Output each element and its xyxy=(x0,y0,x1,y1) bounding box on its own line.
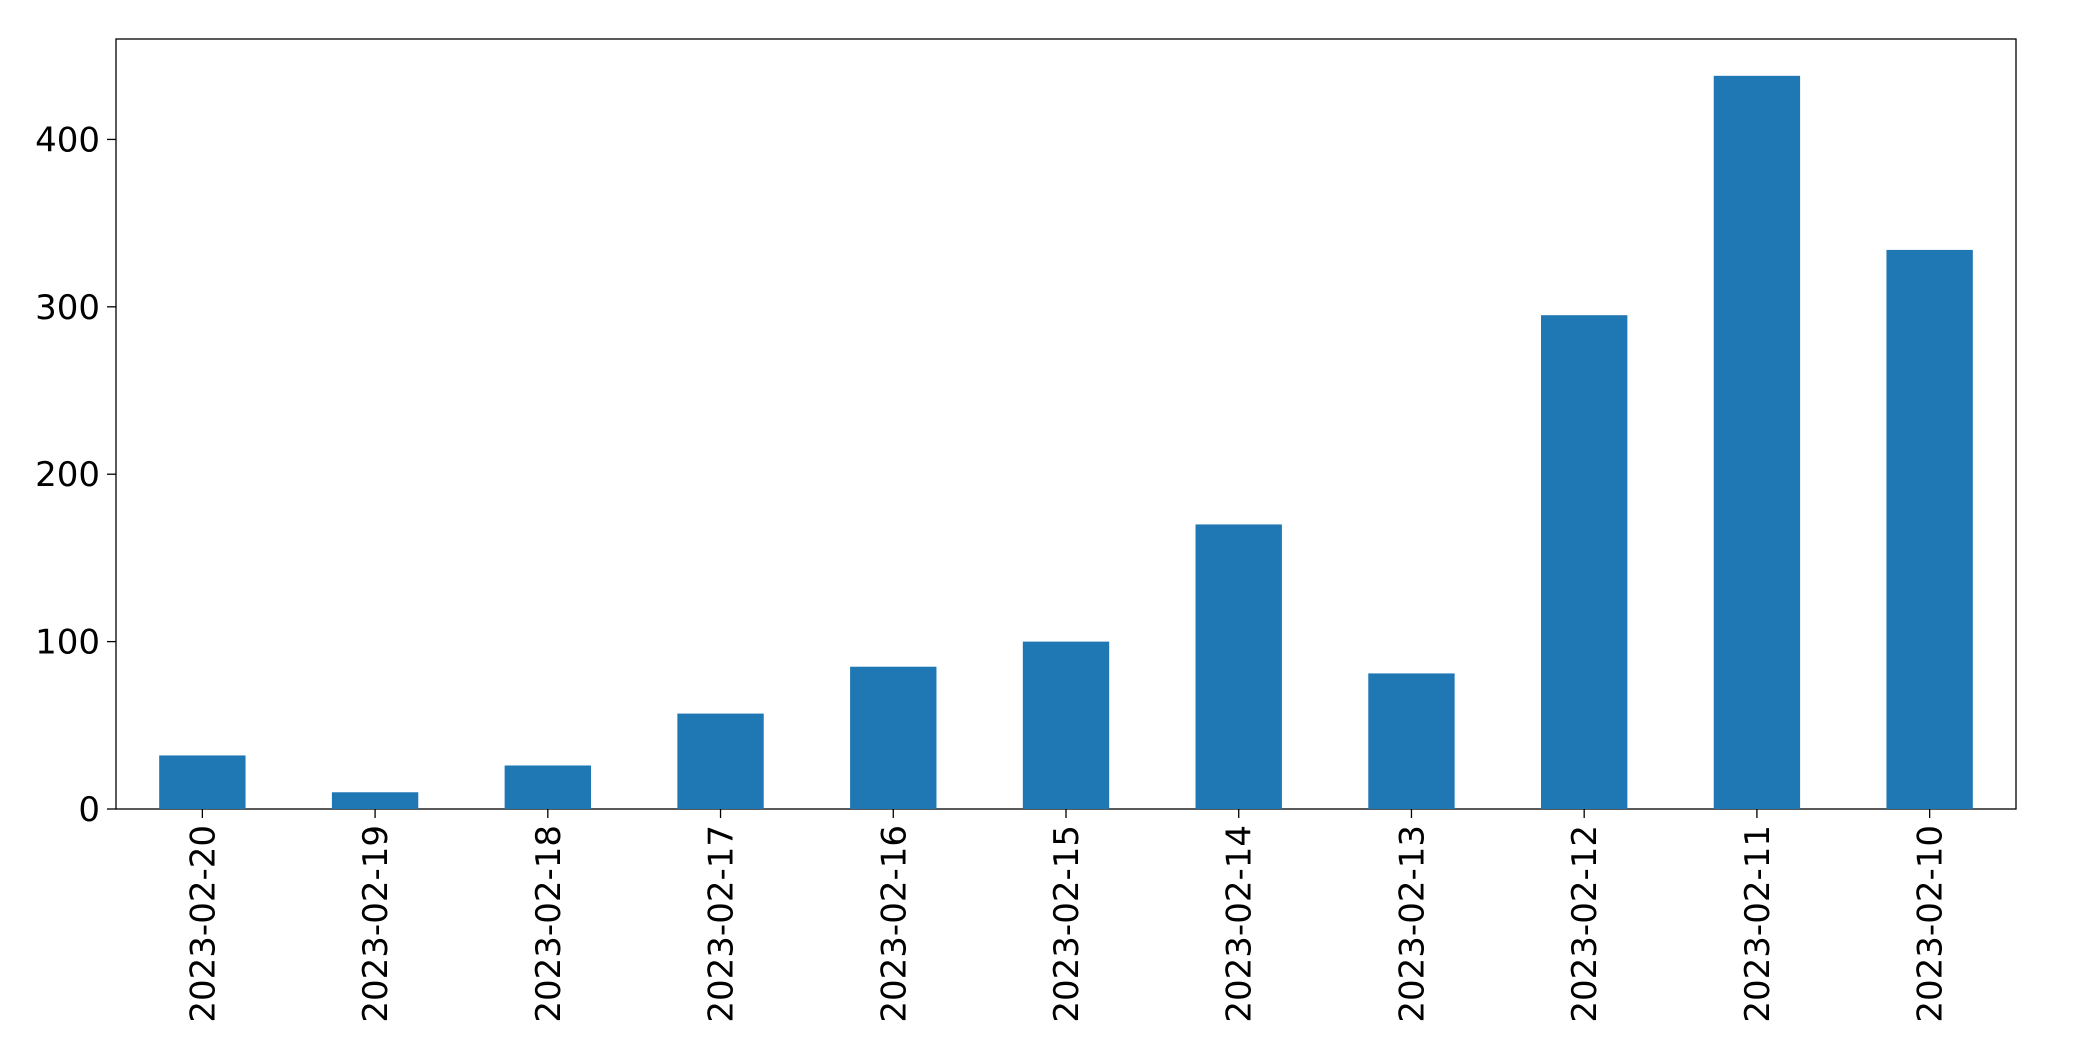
x-tick-label: 2023-02-20 xyxy=(183,825,223,1023)
bar xyxy=(1022,641,1110,809)
bar xyxy=(850,666,937,809)
bar xyxy=(331,792,419,809)
y-tick-label: 200 xyxy=(35,455,100,495)
bar xyxy=(677,713,764,809)
x-tick-label: 2023-02-11 xyxy=(1738,825,1778,1023)
x-tick-label: 2023-02-19 xyxy=(356,825,396,1023)
x-tick-label: 2023-02-17 xyxy=(702,825,742,1023)
x-tick-label: 2023-02-12 xyxy=(1565,825,1605,1023)
bar xyxy=(1886,249,1973,810)
y-tick-label: 100 xyxy=(35,623,100,663)
y-tick-label: 300 xyxy=(35,288,100,328)
x-tick-label: 2023-02-18 xyxy=(529,825,569,1023)
bar xyxy=(1368,673,1455,809)
x-tick-label: 2023-02-16 xyxy=(874,825,914,1023)
bar xyxy=(159,755,246,809)
y-tick-label: 0 xyxy=(78,790,100,830)
bar xyxy=(504,765,591,809)
y-tick-label: 400 xyxy=(35,120,100,160)
x-tick-label: 2023-02-15 xyxy=(1047,825,1087,1023)
bar xyxy=(1541,315,1628,809)
x-tick-label: 2023-02-13 xyxy=(1392,825,1432,1023)
bar xyxy=(1713,75,1801,809)
x-tick-label: 2023-02-10 xyxy=(1911,825,1951,1023)
bar xyxy=(1195,524,1282,809)
x-tick-label: 2023-02-14 xyxy=(1220,825,1260,1023)
